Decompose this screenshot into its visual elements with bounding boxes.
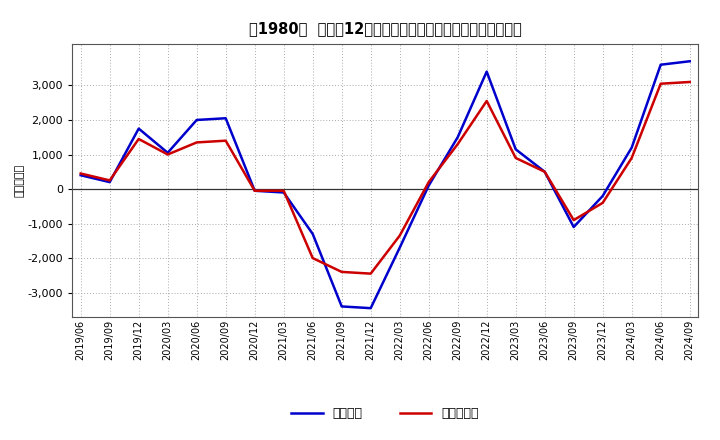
経常利益 bbox=[570, 224, 578, 230]
経常利益 bbox=[685, 59, 694, 64]
経常利益 bbox=[482, 69, 491, 74]
当期純利益 bbox=[395, 233, 404, 238]
Title: ［1980］  利益だ12か月移動合計の対前年同期増減額の推移: ［1980］ 利益だ12か月移動合計の対前年同期増減額の推移 bbox=[249, 21, 521, 36]
Y-axis label: （百万円）: （百万円） bbox=[14, 164, 24, 197]
経常利益 bbox=[454, 135, 462, 140]
経常利益 bbox=[279, 190, 288, 195]
当期純利益 bbox=[482, 98, 491, 103]
経常利益 bbox=[424, 183, 433, 188]
当期純利益 bbox=[454, 142, 462, 147]
当期純利益 bbox=[424, 180, 433, 185]
経常利益 bbox=[511, 147, 520, 152]
当期純利益 bbox=[627, 155, 636, 161]
経常利益 bbox=[308, 231, 317, 237]
Line: 経常利益: 経常利益 bbox=[81, 61, 690, 308]
Line: 当期純利益: 当期純利益 bbox=[81, 82, 690, 274]
当期純利益 bbox=[308, 256, 317, 261]
当期純利益 bbox=[338, 269, 346, 275]
経常利益 bbox=[221, 116, 230, 121]
経常利益 bbox=[627, 145, 636, 150]
当期純利益 bbox=[251, 188, 259, 194]
経常利益 bbox=[105, 180, 114, 185]
Legend: 経常利益, 当期純利益: 経常利益, 当期純利益 bbox=[287, 402, 484, 425]
経常利益 bbox=[395, 245, 404, 250]
当期純利益 bbox=[105, 178, 114, 183]
当期純利益 bbox=[657, 81, 665, 86]
当期純利益 bbox=[163, 152, 172, 157]
経常利益 bbox=[163, 150, 172, 155]
当期純利益 bbox=[598, 200, 607, 205]
当期純利益 bbox=[685, 79, 694, 84]
経常利益 bbox=[541, 169, 549, 174]
当期純利益 bbox=[76, 171, 85, 176]
当期純利益 bbox=[135, 136, 143, 142]
当期純利益 bbox=[366, 271, 375, 276]
当期純利益 bbox=[570, 217, 578, 223]
当期純利益 bbox=[192, 140, 201, 145]
当期純利益 bbox=[511, 155, 520, 161]
経常利益 bbox=[366, 305, 375, 311]
経常利益 bbox=[251, 188, 259, 194]
経常利益 bbox=[338, 304, 346, 309]
経常利益 bbox=[657, 62, 665, 67]
当期純利益 bbox=[541, 169, 549, 174]
当期純利益 bbox=[279, 188, 288, 194]
当期純利益 bbox=[221, 138, 230, 143]
経常利益 bbox=[192, 117, 201, 123]
経常利益 bbox=[598, 193, 607, 198]
経常利益 bbox=[135, 126, 143, 131]
経常利益 bbox=[76, 172, 85, 178]
